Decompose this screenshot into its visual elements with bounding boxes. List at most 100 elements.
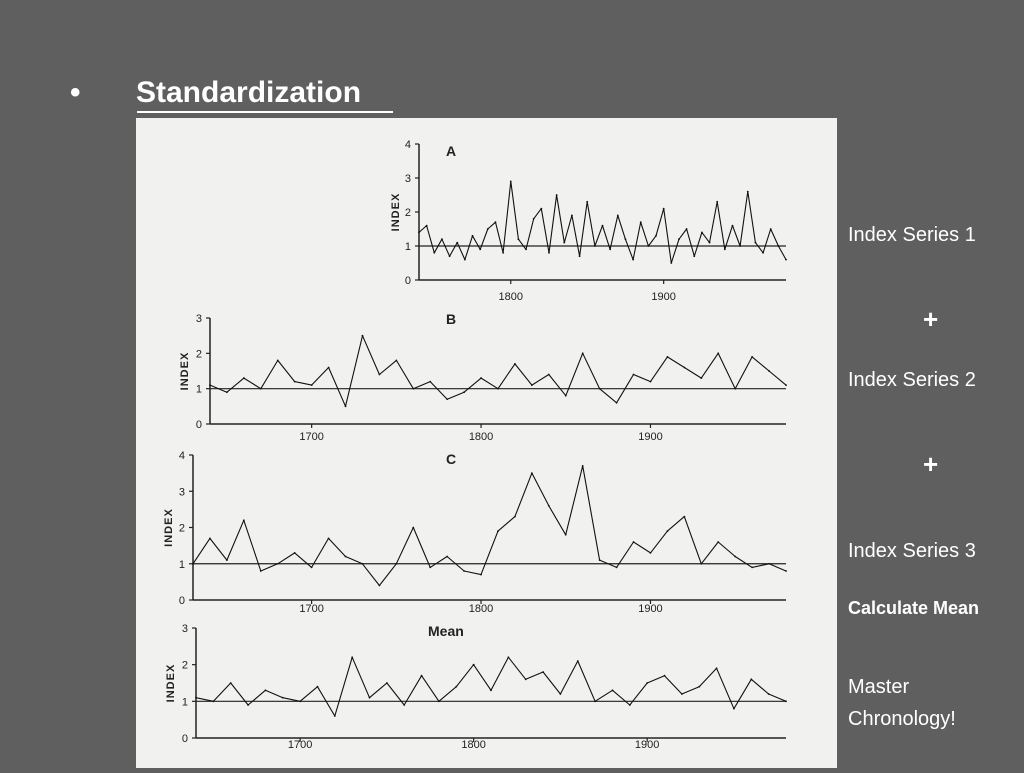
panel-1-point-46 (769, 228, 772, 230)
panel-3-point-19 (514, 515, 516, 518)
panel-1-point-27 (624, 238, 627, 241)
panel-1-point-5 (456, 241, 459, 244)
panel-1-point-0 (418, 231, 420, 234)
panel-4-point-19 (524, 678, 527, 681)
panel-1-point-19 (563, 241, 566, 244)
panel-4-point-13 (420, 674, 423, 677)
label-index-series-2: Index Series 2 (848, 369, 976, 391)
panel-4-point-21 (559, 693, 562, 695)
panel-4-point-28 (680, 693, 683, 695)
panel-1-x-tick-label-0: 1800 (499, 291, 523, 303)
panel-1-point-44 (754, 241, 757, 244)
panel-1-y-tick-label-0: 0 (405, 275, 411, 287)
panel-1-point-41 (731, 224, 734, 227)
panel-3-point-33 (751, 566, 754, 569)
panel-4-y-label: INDEX (165, 664, 177, 703)
panel-1-point-13 (517, 238, 520, 241)
panel-4-point-24 (611, 689, 614, 692)
panel-1-point-37 (700, 231, 703, 234)
panel-1-point-23 (593, 245, 596, 247)
panel-2-point-14 (446, 398, 449, 401)
panel-2-point-2 (242, 377, 245, 379)
panel-3-point-6 (293, 551, 296, 554)
panel-2-point-7 (327, 366, 330, 369)
panel-3-point-13 (412, 526, 415, 529)
panel-2-point-11 (395, 359, 398, 362)
panel-2-point-19 (530, 384, 533, 387)
panel-3-point-20 (530, 472, 533, 475)
panel-3-y-tick-label-4: 4 (179, 450, 185, 462)
panel-4-y-tick-label-3: 3 (182, 623, 188, 635)
panel-2-y-label: INDEX (179, 352, 191, 391)
panel-3-point-2 (225, 559, 228, 562)
panel-1-point-12 (509, 180, 512, 183)
label-index-series-3: Index Series 3 (848, 540, 976, 562)
panel-3-point-32 (734, 555, 737, 558)
panel-3-point-17 (480, 573, 482, 576)
panel-4-point-5 (281, 696, 284, 699)
panel-2-point-29 (700, 377, 703, 379)
panel-4-point-20 (542, 671, 544, 673)
panel-1-point-47 (777, 245, 780, 247)
panel-2-x-tick-label-2: 1900 (638, 431, 662, 443)
panel-2-point-8 (344, 405, 347, 408)
panel-1-y-tick-label-4: 4 (405, 139, 411, 151)
panel-2-point-5 (293, 380, 296, 383)
panel-3-y-label: INDEX (163, 508, 175, 547)
panel-4-y-tick-label-0: 0 (182, 733, 188, 745)
panel-4-point-15 (455, 685, 458, 688)
panel-2-point-20 (547, 373, 550, 376)
panel-4-point-12 (403, 704, 406, 706)
panel-2-point-4 (276, 359, 279, 362)
panel-1-point-14 (525, 248, 527, 251)
panel-3-point-0 (192, 562, 194, 565)
panel-1-point-35 (685, 228, 688, 230)
panel-4-point-14 (438, 700, 440, 703)
panel-1-point-48 (785, 258, 787, 261)
label-index-series-1: Index Series 1 (848, 224, 976, 246)
panel-4-point-18 (507, 656, 510, 659)
panel-2-point-15 (463, 391, 466, 394)
panel-4-point-27 (663, 674, 666, 677)
panel-4-point-3 (247, 704, 249, 706)
panel-2-point-22 (581, 352, 584, 355)
panel-1-point-40 (723, 248, 726, 251)
panel-3-point-14 (429, 566, 432, 569)
panel-3-point-15 (446, 555, 449, 558)
panel-3-point-26 (632, 541, 635, 543)
panel-1-point-25 (609, 248, 612, 251)
panel-4-x-tick-label-2: 1900 (635, 739, 659, 751)
panel-1-point-15 (532, 217, 535, 220)
title-underline (137, 111, 393, 113)
panel-3-point-28 (666, 530, 669, 533)
scanned-figure: 0 1 2 3 4 1800 1900 INDEX A 0 1 2 3 1700 1800 1900 INDEX… (136, 118, 837, 768)
panel-1-point-34 (678, 238, 680, 241)
panel-4-point-25 (628, 704, 631, 706)
panel-1-point-29 (639, 221, 642, 224)
panel-3-point-25 (615, 566, 618, 569)
panel-1-point-32 (662, 207, 665, 210)
panel-3-title: C (446, 451, 456, 467)
panel-2-point-18 (514, 363, 516, 365)
bullet-glyph: • (70, 76, 81, 109)
panel-3-point-18 (497, 530, 499, 533)
panel-2-point-26 (649, 380, 652, 383)
panel-2-point-27 (666, 355, 669, 358)
slide-title-text: Standardization (136, 76, 362, 109)
panel-1-point-18 (555, 194, 558, 196)
panel-4-series-line (195, 656, 787, 717)
panel-1-point-20 (571, 214, 573, 217)
panel-3-point-23 (581, 464, 584, 467)
panel-1-point-11 (502, 251, 505, 254)
panel-1-point-1 (425, 224, 428, 227)
panel-1-point-42 (739, 245, 742, 247)
panel-3-x-tick-label-2: 1900 (638, 603, 662, 615)
panel-4-point-31 (733, 707, 735, 710)
panel-3-x-tick-label-1: 1800 (469, 603, 493, 615)
panel-2-x-tick-label-1: 1800 (469, 431, 493, 443)
panel-4-point-26 (646, 682, 649, 684)
panel-1-y-tick-label-1: 1 (405, 241, 411, 253)
panel-1-point-33 (670, 262, 673, 264)
panel-2-point-17 (497, 387, 499, 390)
panel-4-point-2 (229, 682, 232, 684)
